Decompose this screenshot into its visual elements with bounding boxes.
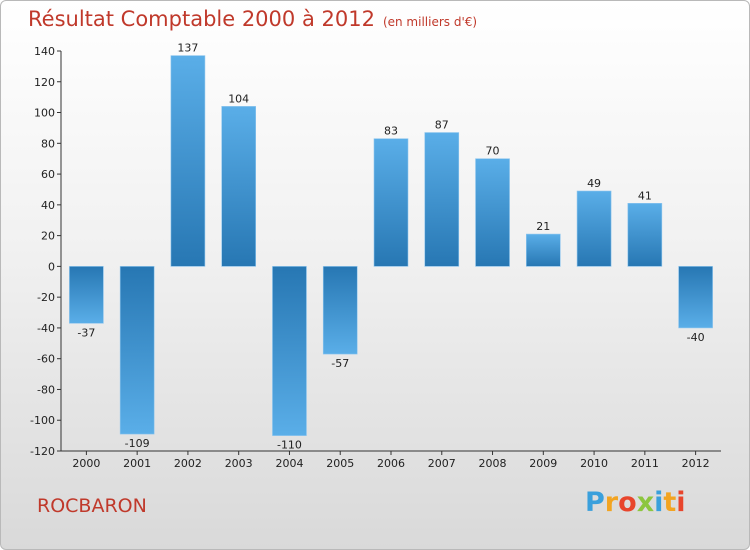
chart-title: Résultat Comptable 2000 à 2012 (en millie… — [28, 7, 477, 31]
bar-2004 — [272, 266, 307, 436]
data-label-2012: -40 — [687, 331, 705, 344]
bar-2002 — [170, 55, 206, 267]
y-tick-label: 100 — [34, 107, 55, 120]
y-tick-label: -100 — [30, 414, 55, 427]
x-tick-label-2008: 2008 — [479, 457, 507, 470]
x-tick-label-2001: 2001 — [123, 457, 151, 470]
title-text: Résultat Comptable 2000 à 2012 — [28, 7, 375, 31]
x-tick-label-2002: 2002 — [174, 457, 202, 470]
x-tick-label-2007: 2007 — [428, 457, 456, 470]
data-label-2009: 21 — [536, 220, 550, 233]
y-tick-label: -80 — [37, 383, 55, 396]
y-tick-label: 60 — [41, 168, 55, 181]
subtitle-text: (en milliers d'€) — [382, 15, 478, 29]
bar-2011 — [627, 203, 663, 267]
data-label-2003: 104 — [228, 92, 249, 105]
bar-2000 — [69, 266, 104, 324]
y-tick-label: 40 — [41, 199, 55, 212]
data-label-2000: -37 — [77, 326, 95, 339]
y-tick-label: 0 — [48, 260, 55, 273]
y-tick-label: -60 — [37, 353, 55, 366]
y-tick-label: -120 — [30, 445, 55, 458]
bar-2005 — [322, 266, 358, 355]
x-tick-label-2003: 2003 — [225, 457, 253, 470]
data-label-2008: 70 — [486, 145, 500, 158]
data-label-2011: 41 — [638, 189, 652, 202]
x-tick-label-2004: 2004 — [275, 457, 303, 470]
logo-letter: P — [585, 487, 605, 518]
logo-letter: i — [676, 487, 686, 518]
bar-2006 — [373, 138, 409, 267]
proxiti-logo: Proxiti — [585, 487, 686, 518]
bar-2003 — [221, 106, 256, 267]
bar-2007 — [424, 132, 460, 267]
x-tick-label-2010: 2010 — [580, 457, 608, 470]
data-label-2002: 137 — [177, 42, 198, 55]
bar-2008 — [475, 158, 510, 267]
x-tick-label-2005: 2005 — [326, 457, 354, 470]
bar-2010 — [576, 190, 612, 267]
bar-2012 — [678, 266, 713, 329]
x-tick-label-2006: 2006 — [377, 457, 405, 470]
y-tick-label: -40 — [37, 322, 55, 335]
y-tick-label: 20 — [41, 230, 55, 243]
data-label-2004: -110 — [277, 439, 302, 452]
data-label-2007: 87 — [435, 119, 449, 132]
bar-2001 — [119, 266, 155, 435]
y-tick-label: 80 — [41, 137, 55, 150]
y-tick-label: -20 — [37, 291, 55, 304]
data-label-2001: -109 — [125, 437, 150, 450]
logo-letter: x — [636, 487, 655, 518]
bar-2009 — [526, 233, 561, 267]
data-label-2006: 83 — [384, 125, 398, 138]
data-label-2010: 49 — [587, 177, 601, 190]
x-tick-label-2009: 2009 — [529, 457, 557, 470]
city-name: ROCBARON — [37, 495, 147, 517]
x-tick-label-2000: 2000 — [72, 457, 100, 470]
logo-letter: r — [604, 487, 619, 518]
logo-letter: o — [618, 487, 637, 518]
x-tick-label-2012: 2012 — [682, 457, 710, 470]
y-tick-label: 140 — [34, 45, 55, 58]
data-label-2005: -57 — [331, 357, 349, 370]
logo-letter: t — [663, 487, 677, 518]
y-tick-label: 120 — [34, 76, 55, 89]
logo-letter: i — [654, 487, 664, 518]
x-tick-label-2011: 2011 — [631, 457, 659, 470]
